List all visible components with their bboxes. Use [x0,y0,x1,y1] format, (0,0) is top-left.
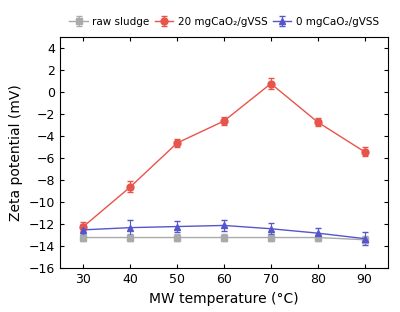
Y-axis label: Zeta potential (mV): Zeta potential (mV) [9,85,23,221]
X-axis label: MW temperature (°C): MW temperature (°C) [149,292,299,306]
Legend: raw sludge, 20 mgCaO₂/gVSS, 0 mgCaO₂/gVSS: raw sludge, 20 mgCaO₂/gVSS, 0 mgCaO₂/gVS… [65,12,383,31]
